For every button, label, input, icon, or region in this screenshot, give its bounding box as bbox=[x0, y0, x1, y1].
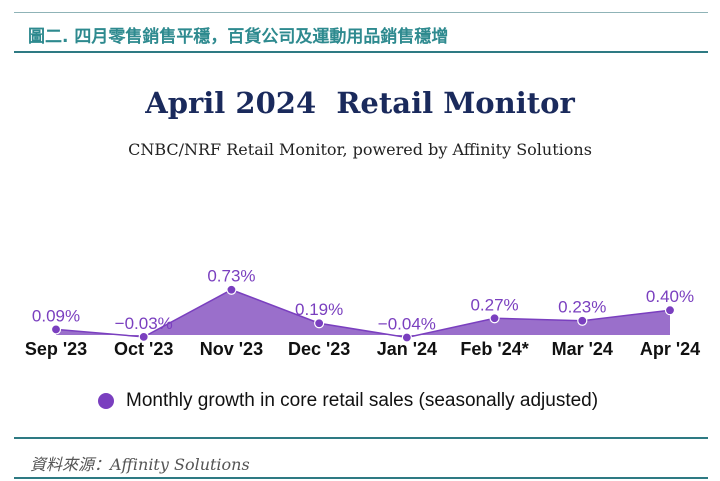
data-point bbox=[401, 332, 412, 343]
chart-legend: Monthly growth in core retail sales (sea… bbox=[98, 388, 598, 414]
top-rule bbox=[14, 12, 708, 13]
source-top-rule bbox=[14, 437, 708, 439]
x-tick-label: Apr '24 bbox=[640, 339, 700, 359]
x-tick-label: Nov '23 bbox=[200, 339, 263, 359]
figure-title: 圖二. 四月零售銷售平穩，百貨公司及運動用品銷售穩增 bbox=[28, 27, 449, 47]
data-label: 0.73% bbox=[207, 267, 255, 286]
data-point bbox=[577, 315, 588, 326]
chart-subtitle: CNBC/NRF Retail Monitor, powered by Affi… bbox=[128, 140, 592, 159]
data-point bbox=[314, 318, 325, 329]
legend-marker-icon bbox=[98, 393, 114, 409]
x-tick-label: Mar '24 bbox=[552, 339, 613, 359]
legend-label: Monthly growth in core retail sales (sea… bbox=[126, 390, 599, 411]
data-label: 0.40% bbox=[646, 287, 694, 306]
data-point bbox=[138, 331, 149, 342]
source-bottom-rule bbox=[14, 477, 708, 479]
x-tick-label: Oct '23 bbox=[114, 339, 173, 359]
x-tick-label: Dec '23 bbox=[288, 339, 350, 359]
data-point bbox=[50, 324, 62, 335]
source-note: 資料來源：Affinity Solutions bbox=[30, 455, 250, 474]
data-label: 0.19% bbox=[295, 300, 343, 319]
x-tick-label: Jan '24 bbox=[377, 339, 437, 359]
data-label: 0.23% bbox=[558, 298, 606, 317]
data-point bbox=[664, 305, 676, 316]
chart-title: April 2024 Retail Monitor bbox=[145, 86, 575, 120]
data-label: −0.03% bbox=[115, 314, 173, 333]
data-point bbox=[489, 313, 500, 324]
data-label: 0.27% bbox=[470, 295, 518, 314]
x-tick-label: Feb '24* bbox=[460, 339, 528, 359]
title-underline bbox=[14, 51, 708, 53]
x-tick-label: Sep '23 bbox=[25, 339, 87, 359]
series-line bbox=[55, 288, 671, 339]
data-point bbox=[226, 284, 237, 295]
data-label: −0.04% bbox=[378, 314, 436, 333]
data-label: 0.09% bbox=[32, 306, 80, 325]
area-chart: 0.09% Sep '23 −0.03% Oct '23 0.73% Nov '23 0.1… bbox=[25, 267, 700, 359]
